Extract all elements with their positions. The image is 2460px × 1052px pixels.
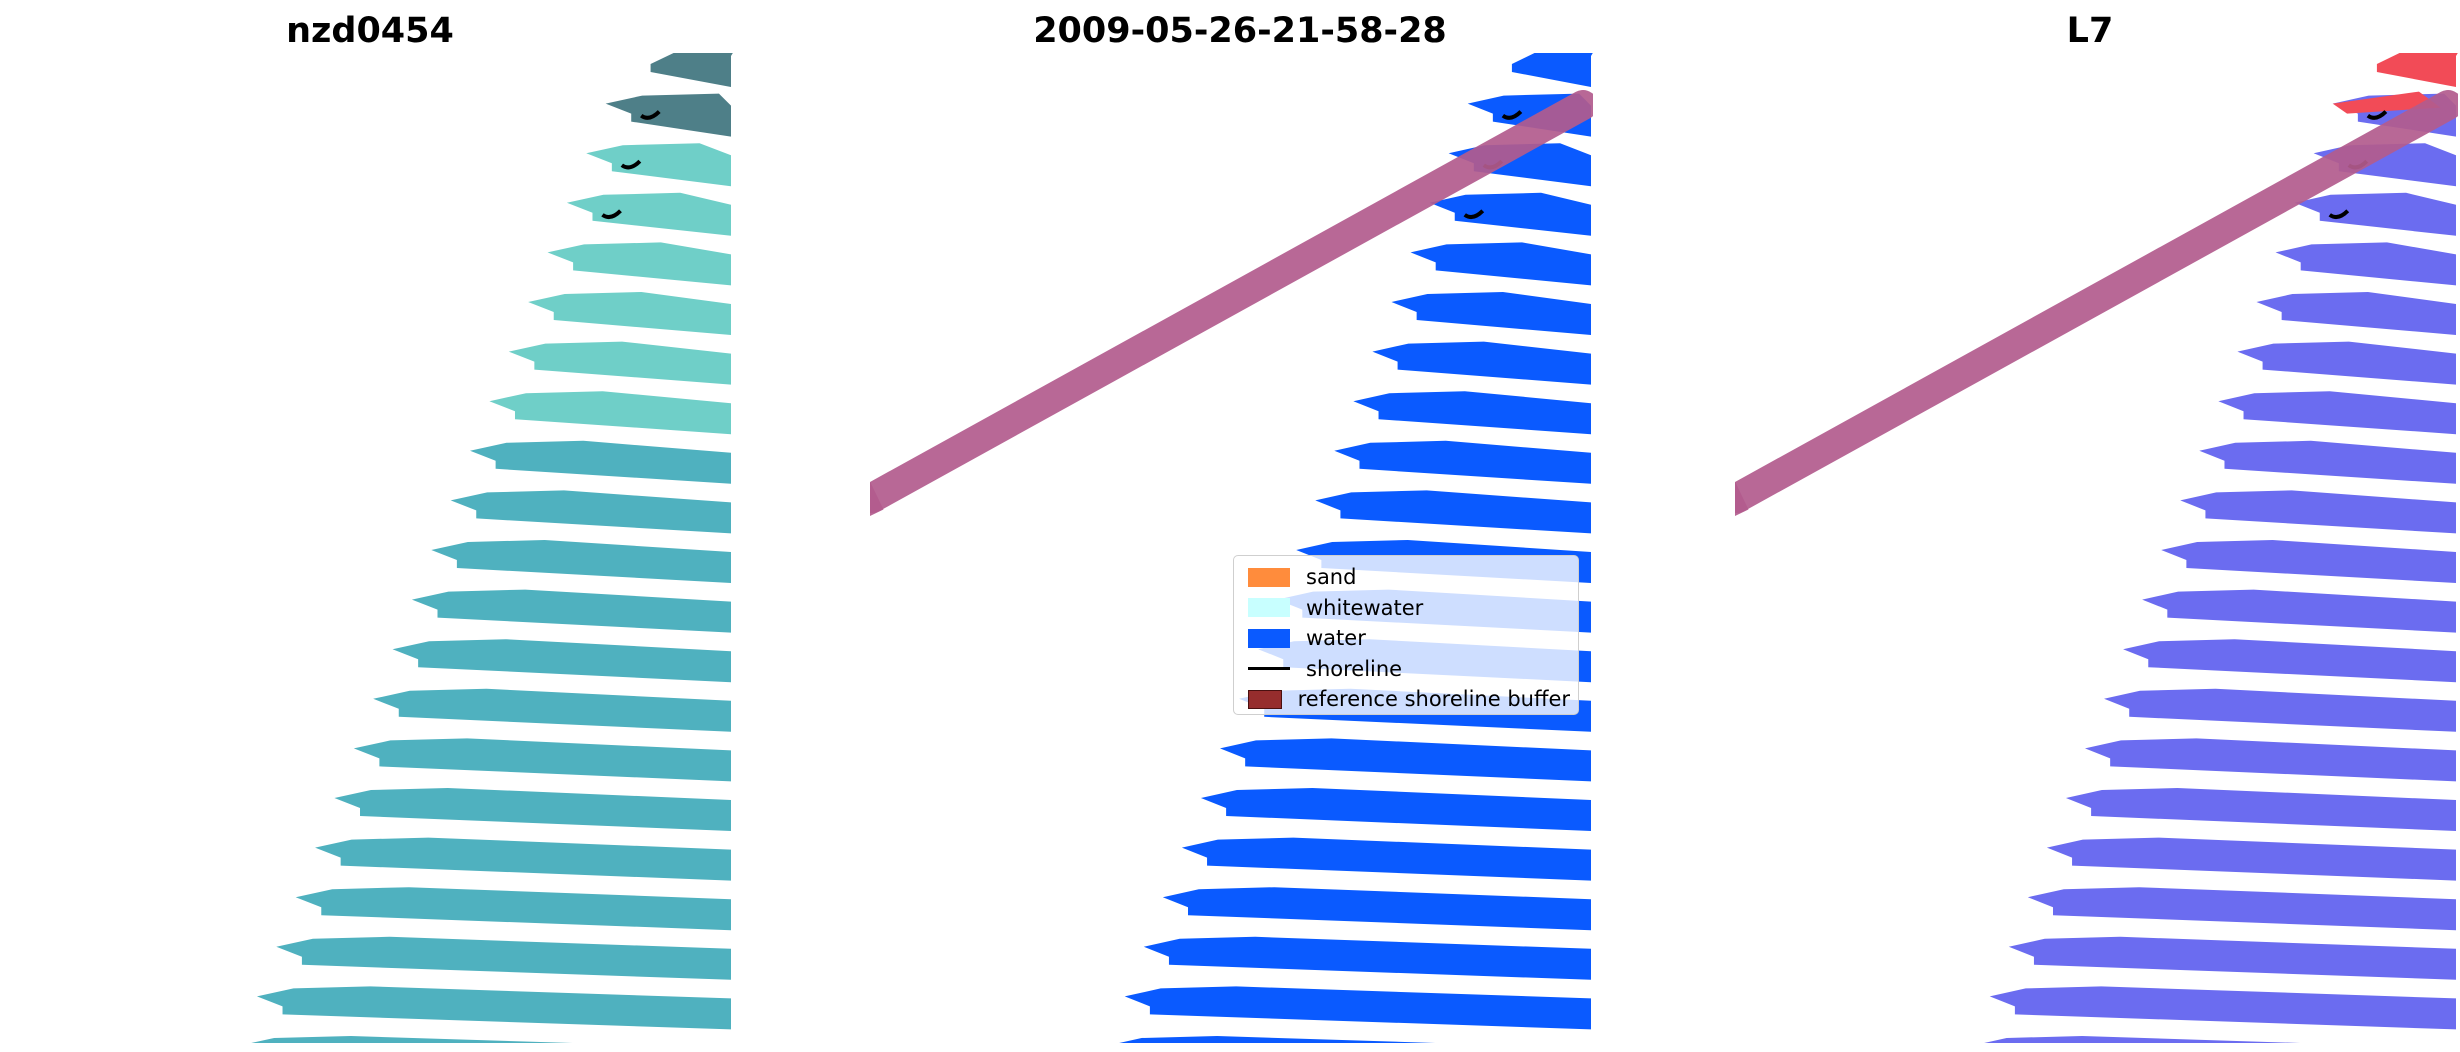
whitewater-swatch — [1248, 598, 1290, 618]
legend-label: sand — [1306, 565, 1357, 590]
panel-title-ndwi: L7 — [2066, 11, 2114, 51]
ndwi-image-panel — [1735, 53, 2458, 1043]
legend-item-water: water — [1242, 623, 1570, 654]
legend-item-shoreline: shoreline — [1242, 654, 1570, 685]
legend-item-sand: sand — [1242, 562, 1570, 593]
legend-item-reference-buffer: reference shoreline buffer — [1242, 684, 1570, 715]
water-swatch — [1248, 628, 1290, 648]
panel-title-classified: 2009-05-26-21-58-28 — [1033, 11, 1447, 51]
legend-item-whitewater: whitewater — [1242, 593, 1570, 624]
rgb-image-panel — [251, 53, 733, 1043]
legend-label: whitewater — [1306, 595, 1424, 620]
sand-swatch — [1248, 567, 1290, 587]
panel-title-rgb: nzd0454 — [286, 11, 454, 51]
classified-image-panel — [870, 53, 1593, 1043]
shoreline-line-swatch — [1248, 667, 1290, 671]
legend-label: shoreline — [1306, 656, 1403, 681]
legend: sand whitewater water shoreline referenc… — [1233, 555, 1579, 715]
legend-label: water — [1306, 626, 1366, 651]
reference-buffer-swatch — [1248, 689, 1282, 709]
legend-label: reference shoreline buffer — [1297, 687, 1570, 712]
